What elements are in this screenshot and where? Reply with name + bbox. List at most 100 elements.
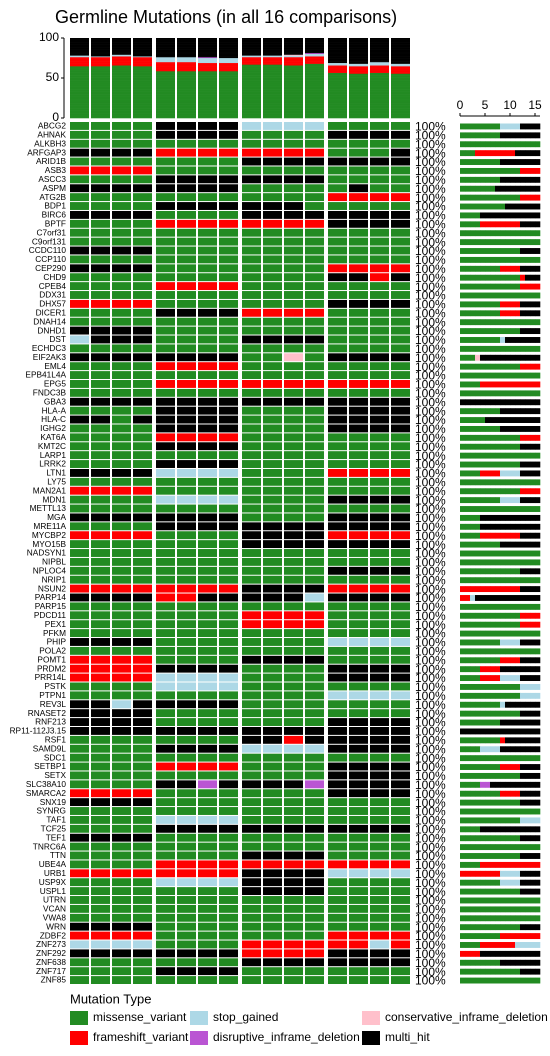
column-bar-segment (156, 98, 175, 100)
row-bar-segment (480, 550, 486, 557)
column-bar-segment (242, 52, 261, 54)
column-bar-segment (391, 94, 410, 97)
cell (328, 682, 347, 691)
cell (198, 157, 217, 166)
row-bar-segment (475, 434, 481, 441)
cell (133, 842, 152, 851)
cell (198, 273, 217, 282)
column-bar-segment (219, 69, 238, 71)
row-bar-segment (500, 506, 506, 512)
column-bar-segment (91, 55, 110, 57)
cell (263, 967, 282, 976)
column-bar-segment (112, 69, 131, 71)
cell (91, 629, 110, 638)
row-bar-segment (495, 408, 501, 415)
cell (91, 477, 110, 486)
cell (198, 771, 217, 780)
row-bar-segment (500, 292, 506, 299)
row-bar-segment (470, 595, 476, 601)
row-bar-segment (490, 755, 496, 762)
cell (242, 380, 261, 388)
row-bar-segment (490, 399, 496, 406)
cell (242, 299, 261, 308)
column-bar-segment (156, 69, 175, 71)
column-bar-segment (70, 54, 89, 56)
row-bar-segment (460, 835, 466, 842)
cell (263, 540, 282, 549)
column-bar-segment (349, 112, 368, 114)
cell (177, 744, 196, 753)
cell (112, 638, 131, 646)
row-bar-segment (510, 354, 516, 361)
column-bar-segment (177, 92, 196, 94)
row-bar-segment (535, 159, 541, 165)
cell (112, 540, 131, 549)
cell (112, 771, 131, 780)
cell (391, 335, 410, 344)
column-bar-segment (177, 94, 196, 97)
cell (219, 353, 238, 362)
column-bar-segment (305, 84, 324, 86)
column-bar-segment (133, 86, 152, 88)
column-bar-segment (91, 66, 110, 68)
cell (328, 157, 347, 166)
row-bar-segment (465, 790, 471, 797)
row-bar-segment (465, 692, 471, 699)
row-bar-segment (485, 639, 491, 646)
column-bar-segment (156, 38, 175, 40)
row-bar-segment (475, 159, 481, 165)
column-bar-segment (263, 106, 282, 108)
row-bar-segment (460, 577, 466, 584)
percent-label: 100% (415, 440, 446, 454)
row-bar-segment (530, 239, 536, 246)
column-bar-segment (349, 113, 368, 115)
column-bar-segment (198, 101, 217, 103)
row-bar-segment (520, 443, 526, 450)
column-bar-segment (242, 80, 261, 82)
column-bar-segment (156, 64, 175, 66)
row-bar-segment (510, 150, 516, 157)
cell (391, 202, 410, 210)
percent-label: 100% (415, 929, 446, 943)
row-bar-segment (525, 888, 531, 895)
cell (219, 451, 238, 460)
row-bar-segment (505, 256, 511, 263)
row-bar-segment (465, 274, 471, 281)
column-bar-segment (242, 49, 261, 51)
gene-label: BPTF (45, 219, 66, 229)
row-bar-segment (465, 603, 471, 610)
cell (156, 424, 175, 433)
row-bar-segment (525, 425, 531, 432)
cell (370, 210, 389, 219)
column-bar-segment (263, 79, 282, 81)
row-bar-segment (530, 648, 536, 655)
cell (198, 931, 217, 940)
cell (391, 175, 410, 184)
row-bar-segment (475, 310, 481, 317)
cell (328, 380, 347, 388)
row-bar-segment (500, 817, 506, 824)
row-bar-segment (470, 123, 476, 130)
column-bar-segment (242, 47, 261, 50)
column-bar-segment (70, 108, 89, 111)
column-bar-segment (198, 116, 217, 118)
column-bar-segment (198, 86, 217, 88)
column-bar-segment (198, 73, 217, 75)
cell (263, 807, 282, 815)
row-bar-segment (495, 310, 501, 317)
cell (263, 139, 282, 148)
row-bar-segment (505, 319, 511, 326)
cell (391, 388, 410, 397)
row-bar-segment (480, 826, 486, 833)
cell (242, 815, 261, 824)
row-bar-segment (505, 381, 511, 388)
column-bar-segment (242, 61, 261, 64)
cell (349, 237, 368, 246)
column-bar-segment (328, 95, 347, 97)
column-bar-segment (91, 99, 110, 101)
cell (133, 228, 152, 237)
cell (263, 344, 282, 353)
column-bar-segment (263, 47, 282, 50)
column-bar-segment (133, 107, 152, 109)
cell (242, 549, 261, 557)
